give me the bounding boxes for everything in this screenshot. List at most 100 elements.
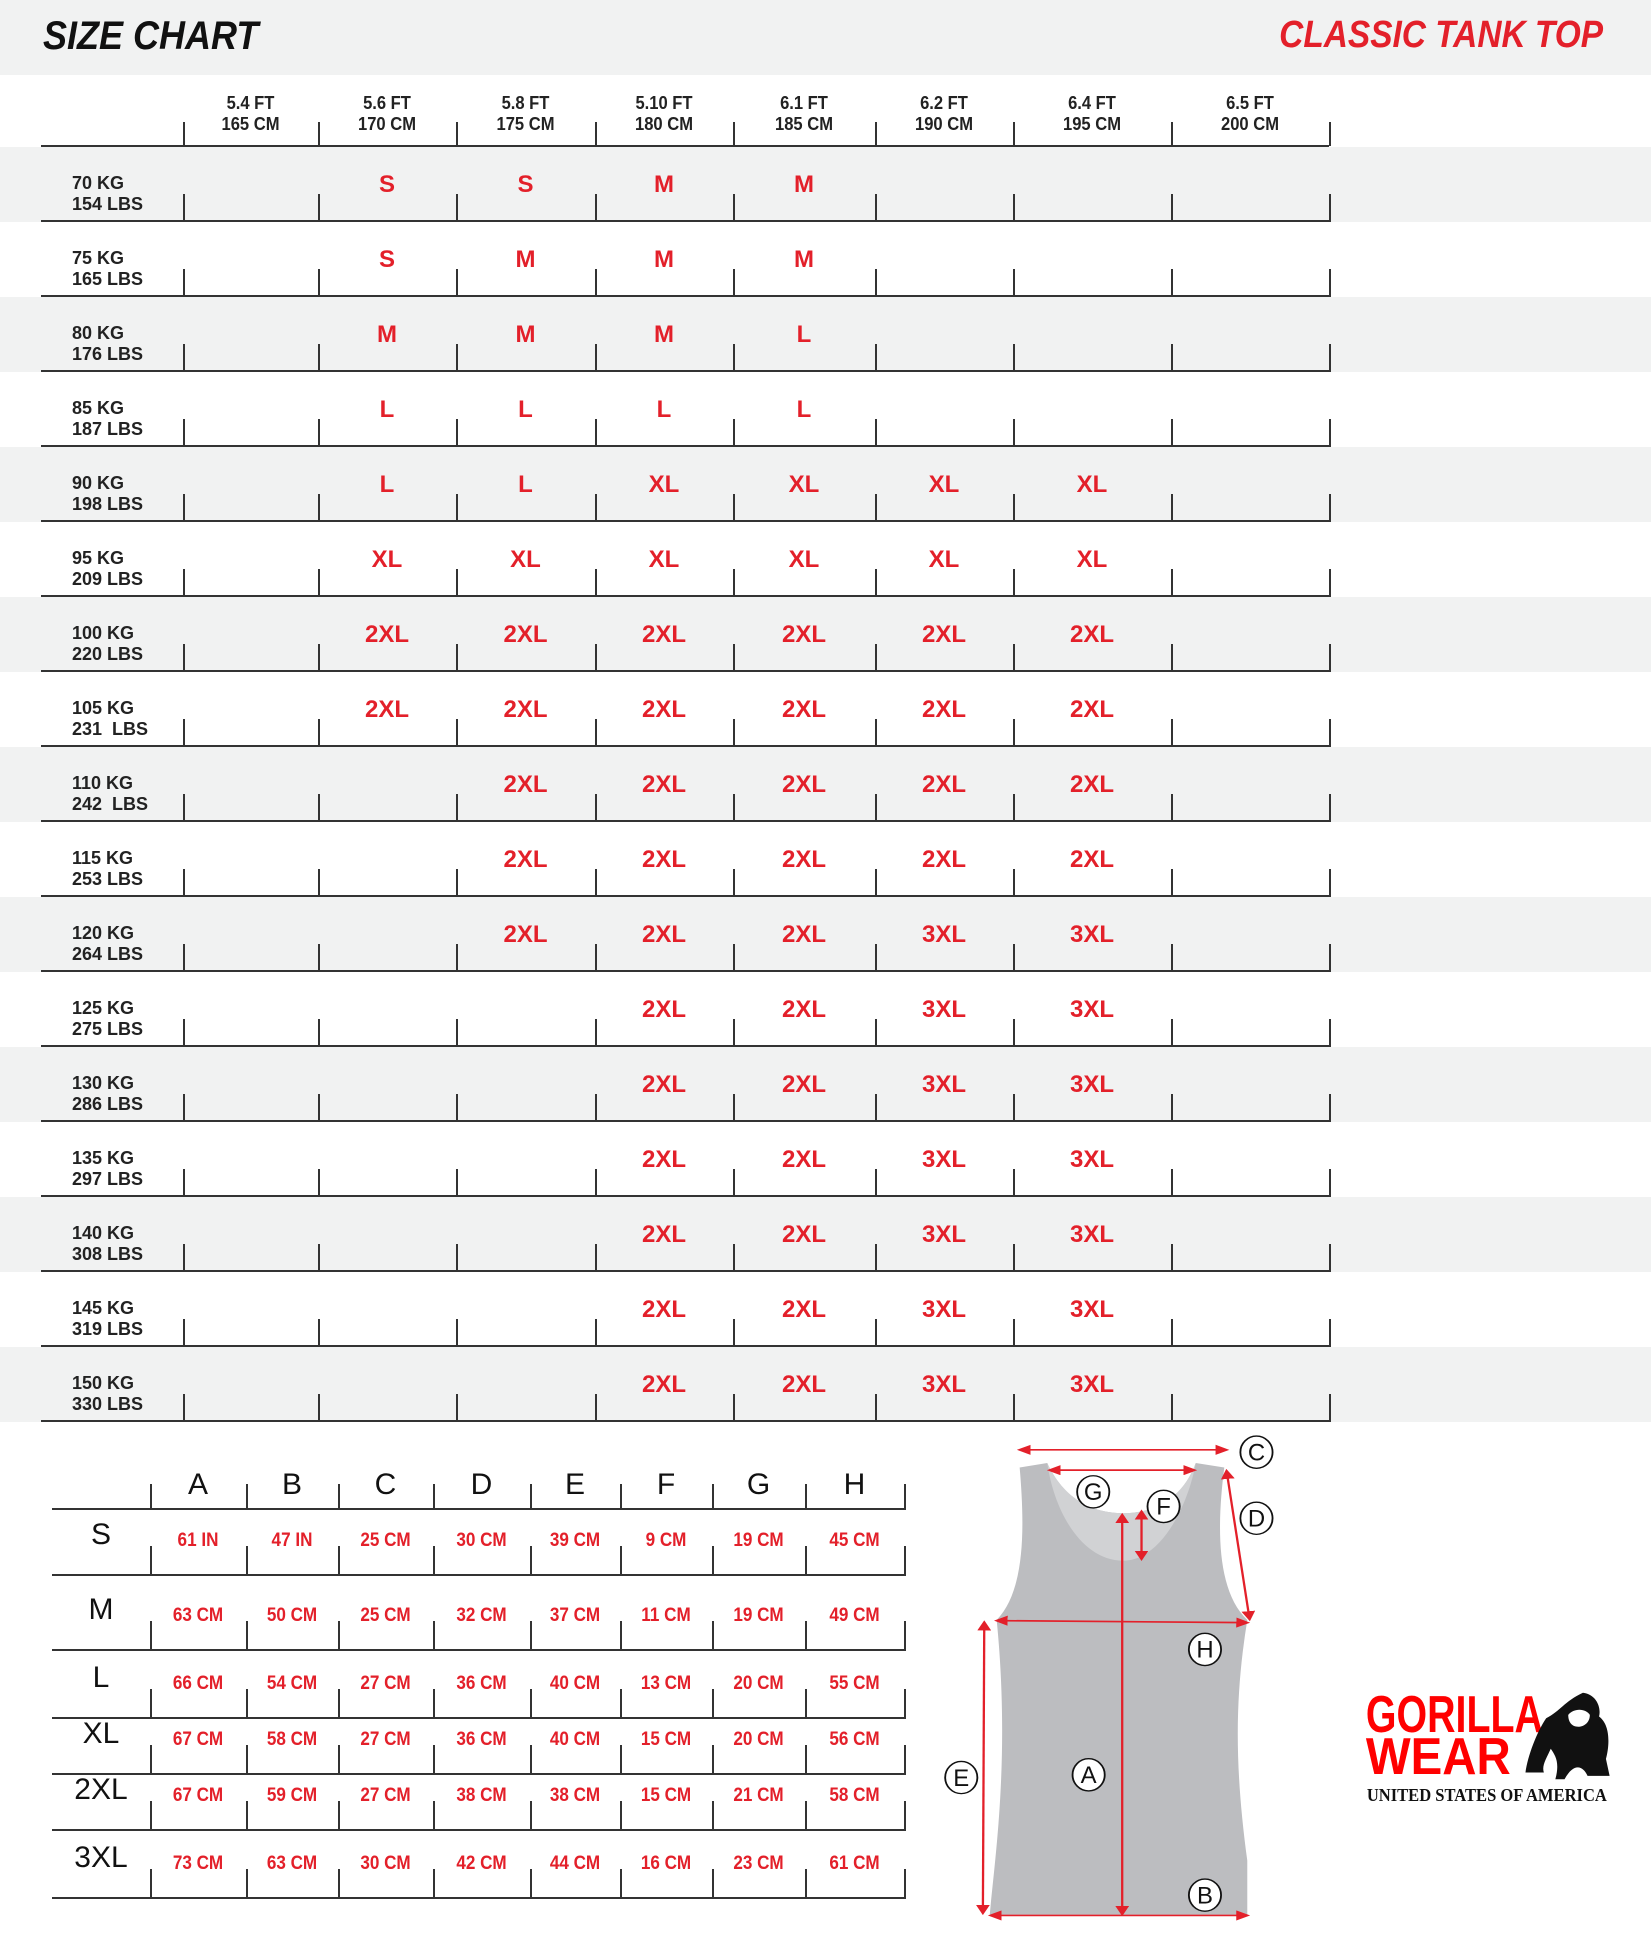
row-divider [41, 1120, 1329, 1122]
column-tick [875, 719, 877, 747]
size-cell: 2XL [641, 1371, 686, 1398]
measure-tick [620, 1484, 622, 1510]
measure-tick [338, 1689, 340, 1719]
header-band [0, 0, 1651, 75]
measure-value: 61 CM [829, 1853, 880, 1874]
measure-tick [530, 1745, 532, 1775]
column-tick [318, 1244, 320, 1272]
column-header: 175 CM [496, 114, 555, 134]
column-tick [1329, 719, 1331, 747]
measure-value: 61 IN [177, 1530, 219, 1551]
row-weight-lbs: 198 LBS [72, 494, 144, 514]
column-tick [595, 494, 597, 522]
measurement-arrows [976, 1444, 1256, 1921]
column-tick [456, 794, 458, 822]
size-cell: 2XL [641, 846, 686, 873]
column-tick [1171, 344, 1173, 372]
measure-tick [904, 1621, 906, 1651]
column-tick [183, 569, 185, 597]
page-title: SIZE CHART [43, 14, 259, 58]
column-tick [733, 1169, 735, 1197]
column-tick [733, 122, 735, 146]
column-header: 5.4 FT [226, 93, 275, 113]
size-cell: M [654, 321, 674, 348]
column-tick [733, 794, 735, 822]
measure-value: 50 CM [266, 1605, 318, 1626]
column-tick [183, 944, 185, 972]
column-tick [183, 869, 185, 897]
measure-tick [904, 1869, 906, 1899]
column-tick [456, 644, 458, 672]
column-tick [1329, 869, 1331, 897]
measure-tick [150, 1745, 152, 1775]
column-tick [875, 494, 877, 522]
diagram-label-a: A [1081, 1762, 1097, 1789]
column-tick [456, 419, 458, 447]
column-tick [875, 569, 877, 597]
column-tick [183, 419, 185, 447]
measure-value: 58 CM [829, 1785, 880, 1806]
row-weight-kg: 150 KG [72, 1373, 135, 1393]
measure-tick [150, 1801, 152, 1831]
size-cell: 2XL [781, 846, 826, 873]
measure-value: 23 CM [733, 1853, 784, 1874]
column-tick [1329, 494, 1331, 522]
size-cell: 3XL [1069, 1071, 1114, 1098]
size-cell: S [378, 171, 395, 198]
row-divider [41, 520, 1329, 522]
size-cell: 2XL [1069, 621, 1114, 648]
measure-value: 38 CM [456, 1785, 507, 1806]
row-band [0, 447, 1651, 522]
measure-column-header: D [470, 1468, 493, 1501]
size-cell: 2XL [641, 1221, 686, 1248]
size-cell: S [517, 171, 534, 198]
row-weight-kg: 105 KG [72, 698, 135, 718]
measure-value: 59 CM [266, 1785, 318, 1806]
column-tick [1013, 944, 1015, 972]
size-cell: 2XL [1069, 846, 1114, 873]
column-tick [456, 1319, 458, 1347]
column-tick [875, 1319, 877, 1347]
size-cell: L [796, 396, 812, 423]
column-tick [595, 122, 597, 146]
column-tick [875, 269, 877, 297]
column-tick [1329, 1244, 1331, 1272]
measure-value: 63 CM [266, 1853, 318, 1874]
row-divider [41, 370, 1329, 372]
measure-tick [150, 1689, 152, 1719]
column-tick [183, 1319, 185, 1347]
size-cell: 2XL [503, 921, 548, 948]
column-tick [733, 1394, 735, 1422]
column-header: 5.6 FT [363, 93, 411, 113]
row-weight-kg: 140 KG [72, 1223, 135, 1243]
row-divider [41, 1345, 1329, 1347]
measure-tick [150, 1484, 152, 1510]
measure-tick [904, 1745, 906, 1775]
row-weight-kg: 130 KG [72, 1073, 135, 1093]
row-band [0, 1347, 1651, 1422]
header-divider [41, 145, 1329, 147]
size-cell: M [515, 321, 536, 348]
measure-value: 45 CM [829, 1530, 880, 1551]
column-tick [875, 194, 877, 222]
size-cell: 3XL [921, 921, 966, 948]
column-tick [1171, 1319, 1173, 1347]
row-band [0, 747, 1651, 822]
row-weight-lbs: 187 LBS [72, 419, 144, 439]
measure-column-header: H [843, 1468, 866, 1501]
measure-value: 40 CM [549, 1729, 601, 1750]
size-cell: 2XL [781, 1221, 826, 1248]
measure-tick [530, 1546, 532, 1576]
measure-value: 39 CM [549, 1530, 601, 1551]
column-tick [595, 1244, 597, 1272]
column-tick [1013, 719, 1015, 747]
size-cell: 3XL [1069, 1146, 1114, 1173]
diagram-label-circle [1146, 1489, 1181, 1524]
measure-tick [433, 1621, 435, 1651]
measure-size-label: 2XL [74, 1773, 128, 1806]
measure-tick [530, 1484, 532, 1510]
diagram-label-circle [1071, 1758, 1106, 1792]
column-tick [1329, 794, 1331, 822]
size-cell: 2XL [503, 621, 548, 648]
column-tick [1329, 1319, 1331, 1347]
